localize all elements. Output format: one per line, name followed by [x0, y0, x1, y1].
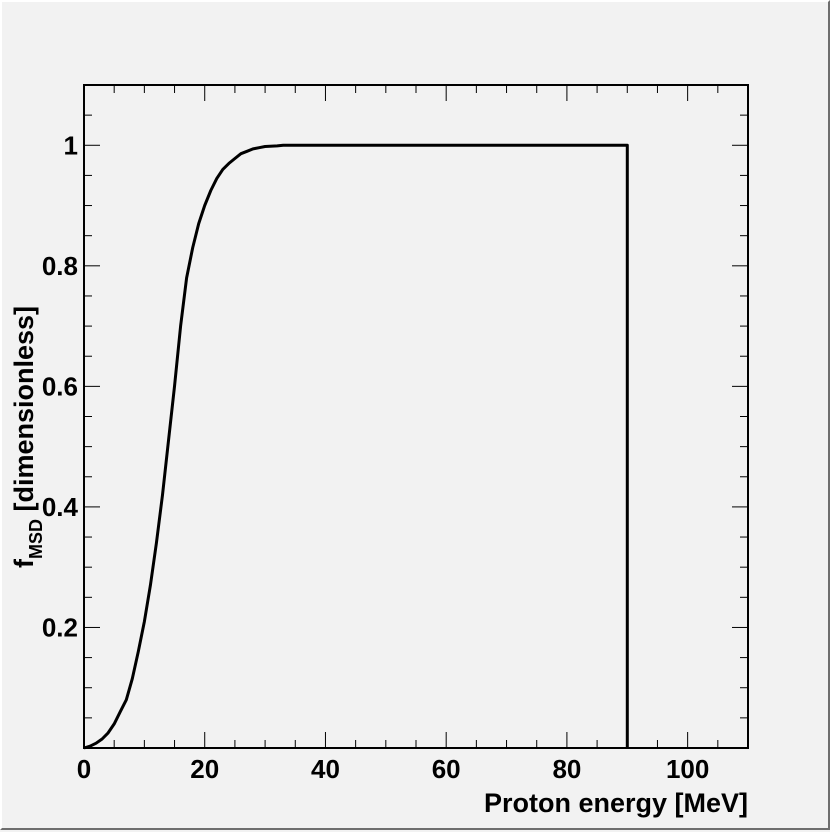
y-axis-title-main: f [9, 558, 39, 568]
y-tick-labels: 0.2 0.4 0.6 0.8 1 [42, 130, 79, 642]
y-tick-label: 0.6 [42, 371, 78, 401]
x-axis-title: Proton energy [MeV] [484, 788, 748, 818]
y-tick-label: 0.4 [42, 492, 79, 522]
data-series [83, 143, 629, 750]
x-tick-labels: 0 20 40 60 80 100 [77, 754, 710, 784]
y-tick-label: 0.2 [42, 612, 78, 642]
x-tick-label: 80 [552, 754, 581, 784]
x-tick-label: 0 [77, 754, 91, 784]
y-axis-title-subscript: MSD [26, 519, 46, 559]
series-line [83, 143, 629, 750]
x-tick-label: 20 [190, 754, 219, 784]
x-tick-label: 40 [311, 754, 340, 784]
axis-ticks [83, 84, 749, 749]
y-axis-title-rest: [dimensionless] [9, 306, 39, 519]
y-tick-label: 0.8 [42, 251, 78, 281]
y-tick-label: 1 [64, 130, 78, 160]
x-tick-label: 100 [666, 754, 709, 784]
plot-frame [83, 84, 749, 749]
y-axis-title: fMSD [dimensionless] [9, 306, 46, 568]
x-tick-label: 60 [432, 754, 461, 784]
